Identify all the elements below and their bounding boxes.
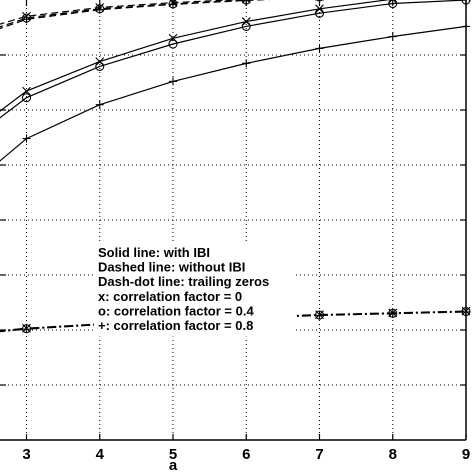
plus-marker [95, 100, 104, 109]
plus-marker [462, 307, 470, 316]
circle-marker [388, 0, 398, 9]
cross-marker [388, 0, 398, 4]
plus-marker [169, 77, 177, 86]
x-tick-label: 3 [22, 446, 30, 463]
annotation-line: Solid line: with IBI [98, 245, 210, 260]
annotation-line: +: correlation factor = 0.8 [98, 318, 253, 333]
x-tick-labels: 23456789 [22, 446, 470, 463]
annotation-line: x: correlation factor = 0 [98, 289, 242, 304]
plus-marker [169, 0, 177, 9]
plus-marker [22, 134, 31, 143]
plus-marker [318, 0, 321, 2]
annotation-line: Dashed line: without IBI [98, 260, 245, 275]
axes [0, 0, 467, 441]
plus-marker [95, 5, 104, 14]
annotation-background [94, 243, 296, 337]
circle-marker [95, 61, 105, 71]
x-tick-label: 4 [96, 446, 105, 463]
series-line-dashed-circle [0, 0, 261, 28]
circle-marker [168, 39, 178, 49]
grid [0, 4, 466, 440]
plus-marker [315, 311, 324, 320]
series-line-solid-circle [0, 0, 467, 119]
x-axis-label: a [169, 457, 178, 474]
series-line-dashed-cross [0, 0, 241, 25]
circle-marker [461, 0, 471, 5]
circle-marker [314, 8, 325, 18]
annotation-line: Dash-dot line: trailing zeros [98, 274, 269, 289]
x-tick-label: 5 [169, 446, 177, 463]
annotation-line: o: correlation factor = 0.4 [98, 303, 254, 318]
circle-marker [21, 93, 32, 103]
x-tick-label: 6 [242, 446, 250, 463]
x-tick-label: 8 [389, 446, 397, 463]
plus-marker [242, 0, 251, 5]
plus-marker [22, 15, 31, 24]
x-tick-label: 9 [462, 446, 470, 463]
plus-marker [388, 309, 397, 318]
circle-marker [241, 21, 251, 31]
plus-marker [388, 32, 397, 41]
plus-marker [22, 325, 31, 334]
plus-marker [315, 44, 324, 53]
cross-marker [241, 17, 251, 26]
plus-marker [462, 22, 470, 31]
cross-marker [241, 0, 251, 4]
plus-marker [242, 59, 251, 68]
x-tick-label: 7 [315, 446, 323, 463]
cross-marker [22, 86, 31, 96]
cross-marker [95, 57, 105, 66]
